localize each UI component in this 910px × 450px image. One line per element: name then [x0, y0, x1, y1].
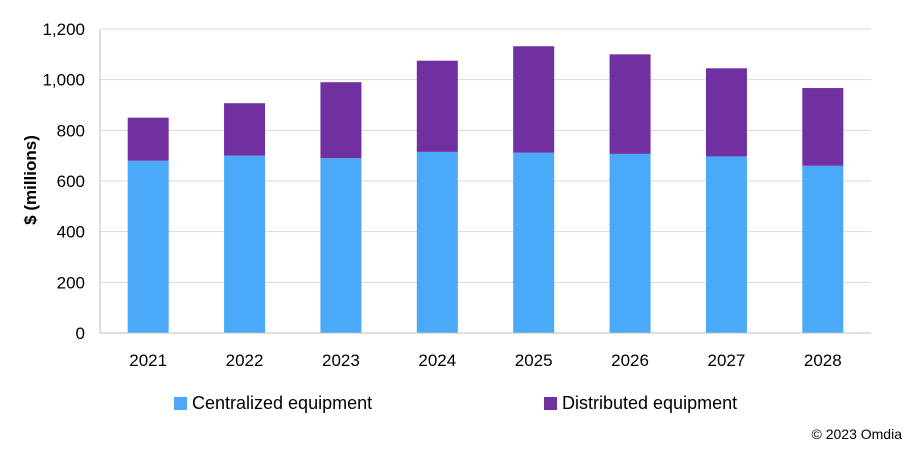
y-axis-label: $ (millions) [21, 135, 40, 225]
bar-segment-distributed-2025 [513, 46, 555, 153]
bar-segment-distributed-2028 [802, 88, 844, 166]
bar-segment-centralized-2024 [416, 151, 458, 333]
bar-segment-distributed-2026 [609, 54, 651, 154]
y-tick-label: 1,000 [42, 71, 85, 90]
bar-segment-distributed-2027 [705, 68, 747, 157]
x-tick-label: 2027 [708, 351, 746, 370]
gridlines [100, 28, 871, 283]
copyright-text: © 2023 Omdia [811, 426, 902, 442]
bar-segment-centralized-2026 [609, 153, 651, 333]
stacked-bar-chart: 0 200 400 600 800 1,000 1,200 2021 2022 2023 2024 2… [21, 20, 871, 370]
legend-item-centralized: Centralized equipment [174, 393, 372, 414]
x-tick-label: 2023 [322, 351, 360, 370]
bar-segment-centralized-2022 [224, 155, 266, 333]
bar-segment-centralized-2021 [127, 160, 169, 333]
x-tick-label: 2028 [804, 351, 842, 370]
bars [127, 46, 844, 333]
bar-segment-distributed-2024 [416, 60, 458, 152]
bar-segment-distributed-2021 [127, 117, 169, 161]
legend-label-centralized: Centralized equipment [192, 393, 373, 413]
y-tick-label: 800 [57, 121, 85, 140]
y-tick-label: 200 [57, 273, 85, 292]
bar-segment-centralized-2028 [802, 165, 844, 333]
legend-label-distributed: Distributed equipment [562, 393, 738, 413]
x-tick-label: 2025 [515, 351, 553, 370]
x-tick-label: 2026 [611, 351, 649, 370]
bar-segment-centralized-2023 [320, 158, 362, 333]
y-tick-label: 400 [57, 223, 85, 242]
x-tick-label: 2022 [226, 351, 264, 370]
y-tick-label: 1,200 [42, 20, 85, 39]
bar-segment-centralized-2025 [513, 152, 555, 333]
axes: 0 200 400 600 800 1,000 1,200 2021 2022 2023 2024 2… [42, 20, 871, 370]
legend-swatch-distributed [544, 397, 557, 410]
y-tick-label: 600 [57, 172, 85, 191]
legend-swatch-centralized [174, 397, 187, 410]
y-tick-label: 0 [76, 324, 85, 343]
legend-item-distributed: Distributed equipment [544, 393, 737, 414]
bar-segment-centralized-2027 [705, 156, 747, 333]
bar-segment-distributed-2022 [224, 103, 266, 156]
x-tick-label: 2024 [418, 351, 456, 370]
x-tick-label: 2021 [129, 351, 167, 370]
bar-segment-distributed-2023 [320, 82, 362, 159]
